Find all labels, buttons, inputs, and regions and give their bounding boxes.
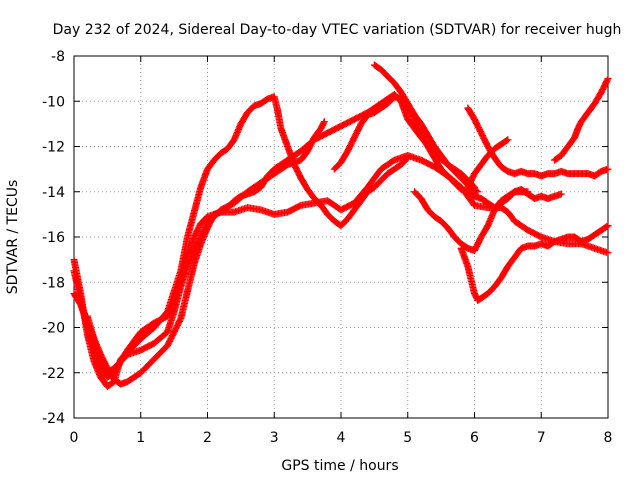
data-point: [474, 188, 482, 196]
x-tick-label: 1: [136, 430, 145, 446]
data-points: [70, 61, 612, 390]
data-series-7: [464, 104, 612, 180]
y-axis-label: SDTVAR / TECUs: [5, 180, 21, 295]
data-series-11: [551, 75, 612, 164]
y-tick-label: -8: [51, 49, 65, 65]
data-series-4: [83, 118, 328, 377]
data-point: [604, 165, 612, 173]
x-tick-label: 6: [470, 430, 479, 446]
x-tick-label: 4: [337, 430, 346, 446]
data-point: [604, 249, 612, 257]
y-tick-label: -20: [42, 321, 65, 337]
y-tick-label: -10: [42, 94, 65, 110]
x-axis-label: GPS time / hours: [281, 458, 398, 474]
y-tick-label: -18: [42, 275, 65, 291]
y-tick-label: -22: [42, 366, 65, 382]
y-tick-label: -16: [42, 230, 65, 246]
x-tick-label: 7: [537, 430, 546, 446]
data-series-1: [70, 93, 412, 390]
data-point: [604, 75, 612, 83]
data-point: [504, 136, 512, 144]
data-point: [320, 118, 328, 126]
data-series-9: [410, 188, 532, 255]
chart-title: Day 232 of 2024, Sidereal Day-to-day VTE…: [53, 22, 622, 38]
data-point: [503, 136, 511, 144]
x-tick-label: 3: [270, 430, 279, 446]
y-tick-label: -14: [42, 185, 65, 201]
axis-ticks: 0 1 2 3 4 5 6 7 8 -24 -22 -20 -18 -16 -14 -12 -10 -8: [42, 49, 612, 446]
x-tick-label: 0: [70, 430, 79, 446]
x-tick-label: 5: [403, 430, 412, 446]
data-point: [524, 188, 532, 196]
y-tick-label: -24: [42, 411, 65, 427]
data-series-10: [457, 222, 612, 304]
plot-grid: [74, 56, 608, 418]
y-tick-label: -12: [42, 140, 65, 156]
data-point: [473, 187, 481, 195]
data-point: [603, 222, 611, 230]
data-series-6: [370, 61, 482, 196]
data-point: [604, 222, 612, 230]
x-tick-label: 8: [604, 430, 613, 446]
data-point: [320, 119, 328, 127]
x-tick-label: 2: [203, 430, 212, 446]
data-series-8: [464, 136, 512, 191]
data-point: [557, 190, 565, 198]
data-point: [603, 76, 611, 84]
